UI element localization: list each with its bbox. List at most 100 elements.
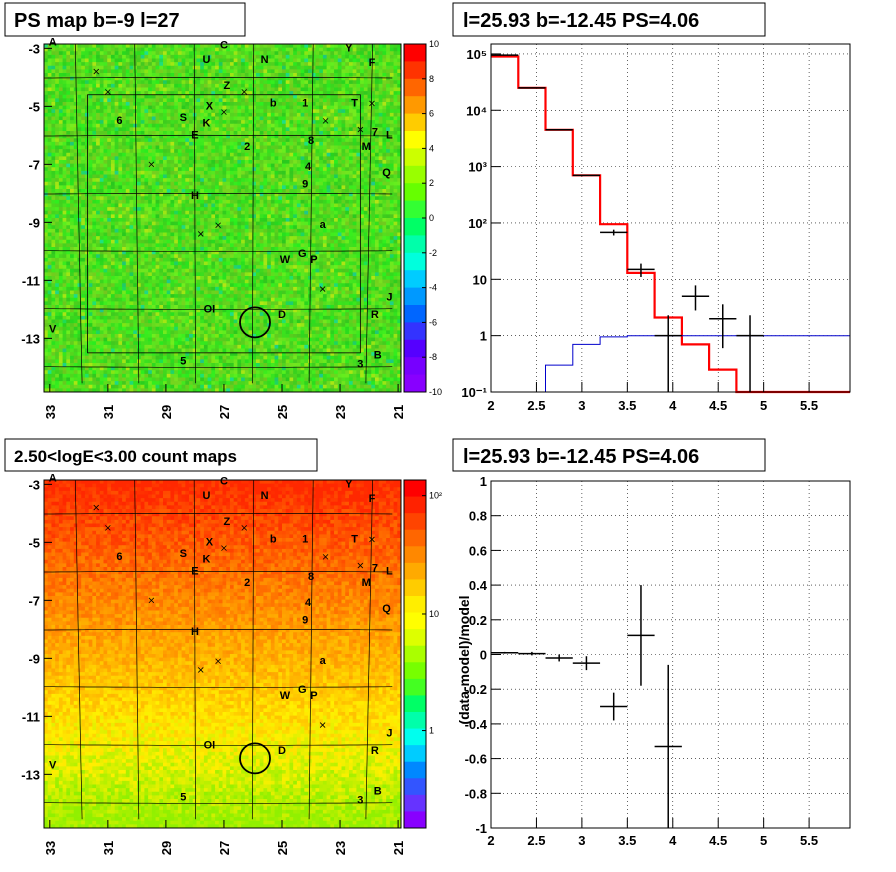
map-pixel — [185, 156, 189, 160]
map-pixel — [230, 84, 234, 88]
map-pixel — [208, 160, 212, 164]
map-pixel — [174, 73, 178, 77]
map-pixel — [70, 185, 74, 189]
map-pixel — [334, 120, 338, 124]
map-pixel — [152, 51, 156, 55]
map-pixel — [144, 62, 148, 66]
map-pixel — [260, 222, 264, 226]
map-pixel — [256, 95, 260, 99]
map-pixel — [252, 80, 256, 84]
map-pixel — [394, 138, 398, 142]
map-pixel — [111, 182, 115, 186]
map-pixel — [263, 204, 267, 208]
map-pixel — [70, 102, 74, 106]
map-pixel — [371, 109, 375, 113]
map-pixel — [375, 142, 379, 146]
map-pixel — [196, 178, 200, 182]
map-pixel — [241, 109, 245, 113]
map-pixel — [319, 207, 323, 211]
map-pixel — [51, 142, 55, 146]
map-pixel — [159, 196, 163, 200]
map-pixel — [115, 149, 119, 153]
map-pixel — [327, 109, 331, 113]
map-pixel — [156, 88, 160, 92]
map-pixel — [282, 164, 286, 168]
map-pixel — [44, 44, 48, 48]
map-pixel — [286, 171, 290, 175]
map-pixel — [260, 156, 264, 160]
map-pixel — [364, 225, 368, 229]
map-pixel — [122, 59, 126, 63]
map-pixel — [371, 225, 375, 229]
map-pixel — [256, 200, 260, 204]
map-pixel — [215, 204, 219, 208]
map-pixel — [63, 91, 67, 95]
map-pixel — [152, 149, 156, 153]
map-pixel — [152, 225, 156, 229]
map-pixel — [85, 146, 89, 150]
map-pixel — [256, 84, 260, 88]
map-pixel — [319, 113, 323, 117]
map-pixel — [44, 160, 48, 164]
map-pixel — [59, 69, 63, 73]
map-pixel — [189, 98, 193, 102]
map-pixel — [286, 160, 290, 164]
map-pixel — [271, 182, 275, 186]
map-pixel — [267, 156, 271, 160]
map-pixel — [208, 113, 212, 117]
map-pixel — [356, 59, 360, 63]
map-pixel — [219, 204, 223, 208]
map-pixel — [51, 84, 55, 88]
map-pixel — [104, 113, 108, 117]
map-pixel — [130, 138, 134, 142]
map-pixel — [252, 124, 256, 128]
map-pixel — [252, 66, 256, 70]
map-pixel — [107, 66, 111, 70]
map-pixel — [81, 146, 85, 150]
map-pixel — [77, 211, 81, 215]
map-pixel — [252, 149, 256, 153]
map-pixel — [315, 124, 319, 128]
map-pixel — [189, 182, 193, 186]
map-pixel — [219, 200, 223, 204]
map-pixel — [100, 167, 104, 171]
map-pixel — [92, 200, 96, 204]
map-pixel — [286, 138, 290, 142]
map-pixel — [349, 80, 353, 84]
map-pixel — [327, 106, 331, 110]
map-pixel — [330, 66, 334, 70]
map-pixel — [342, 175, 346, 179]
map-pixel — [226, 127, 230, 131]
map-pixel — [330, 77, 334, 81]
map-pixel — [48, 95, 52, 99]
map-pixel — [137, 149, 141, 153]
map-pixel — [223, 207, 227, 211]
map-pixel — [81, 109, 85, 113]
map-pixel — [249, 62, 253, 66]
map-pixel — [170, 214, 174, 218]
map-pixel — [126, 106, 130, 110]
map-pixel — [394, 106, 398, 110]
bl-title-text: 2.50<logE<3.00 count maps — [14, 447, 237, 466]
map-pixel — [89, 44, 93, 48]
map-pixel — [137, 200, 141, 204]
map-pixel — [249, 127, 253, 131]
map-pixel — [55, 131, 59, 135]
map-pixel — [356, 142, 360, 146]
map-pixel — [215, 106, 219, 110]
map-pixel — [371, 229, 375, 233]
map-pixel — [282, 178, 286, 182]
map-pixel — [219, 88, 223, 92]
map-pixel — [278, 225, 282, 229]
map-pixel — [368, 98, 372, 102]
map-pixel — [375, 156, 379, 160]
map-pixel — [107, 62, 111, 66]
map-pixel — [271, 196, 275, 200]
map-pixel — [234, 167, 238, 171]
map-pixel — [282, 156, 286, 160]
map-pixel — [382, 185, 386, 189]
map-pixel — [293, 73, 297, 77]
map-pixel — [263, 200, 267, 204]
map-pixel — [315, 88, 319, 92]
map-pixel — [130, 185, 134, 189]
